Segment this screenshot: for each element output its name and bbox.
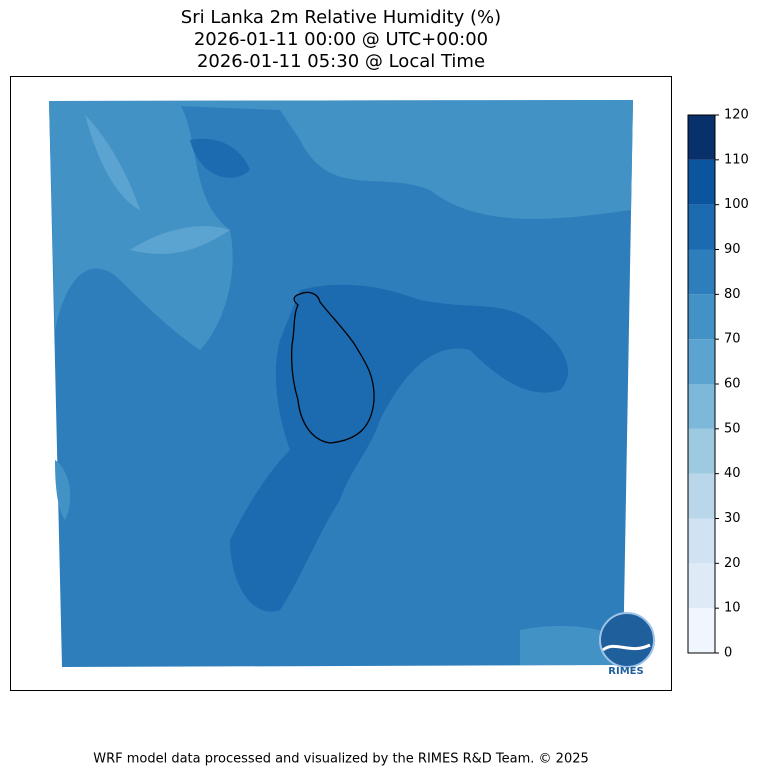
colorbar-segment [688, 518, 715, 564]
colorbar-segment [688, 563, 715, 609]
colorbar-segment [688, 159, 715, 205]
colorbar-tick-label: 120 [724, 108, 749, 123]
colorbar: 0 10 20 30 40 50 60 70 80 90 100 110 120 [687, 108, 749, 661]
title-line: 2026-01-11 00:00 @ UTC+00:00 [194, 29, 488, 50]
title-line: Sri Lanka 2m Relative Humidity (%) [181, 7, 501, 28]
colorbar-tick-label: 110 [724, 152, 749, 167]
colorbar-segment [688, 294, 715, 340]
title-line: 2026-01-11 05:30 @ Local Time [197, 51, 485, 72]
colorbar-tick-label: 30 [724, 511, 741, 526]
colorbar-segment [688, 249, 715, 295]
colorbar-segment [688, 384, 715, 429]
sri-lanka-outline [291, 291, 375, 444]
colorbar-segment [688, 608, 715, 653]
logo-text: RIMES [608, 666, 643, 677]
colorbar-segment [688, 428, 715, 474]
colorbar-segment [688, 339, 715, 384]
colorbar-tick-label: 80 [724, 287, 741, 302]
colorbar-tick-label: 70 [724, 332, 741, 347]
colorbar-tick-label: 20 [724, 556, 741, 571]
colorbar-tick-label: 100 [724, 197, 749, 212]
colorbar-segment [688, 204, 715, 250]
footer: WRF model data processed and visualized … [93, 752, 589, 767]
rimes-logo: RIMES [599, 612, 655, 677]
colorbar-tick-label: 0 [724, 646, 732, 661]
colorbar-tick-label: 50 [724, 421, 741, 436]
colorbar-segment [688, 473, 715, 519]
colorbar-tick-label: 40 [724, 466, 741, 481]
colorbar-tick-label: 60 [724, 377, 741, 392]
colorbar-tick-label: 90 [724, 242, 741, 257]
colorbar-tick-label: 10 [724, 601, 741, 616]
colorbar-segment [688, 115, 715, 160]
